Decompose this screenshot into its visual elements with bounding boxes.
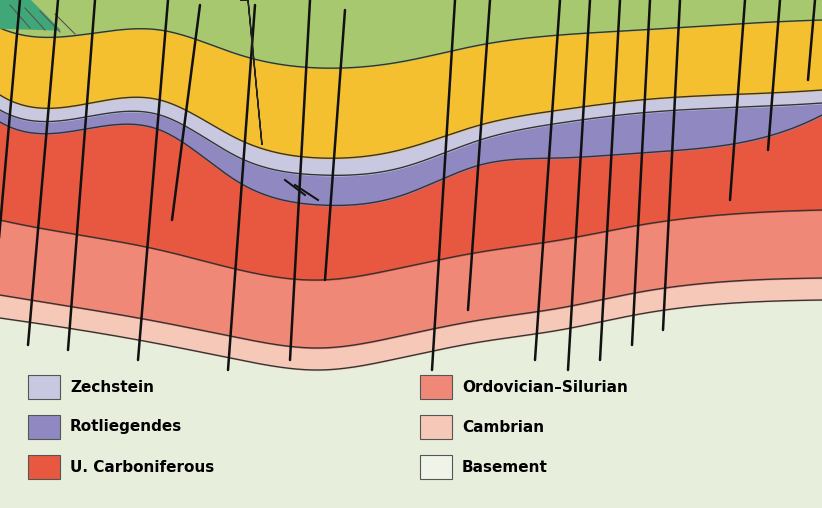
- Text: Basement: Basement: [462, 460, 548, 474]
- Text: Cambrian: Cambrian: [462, 420, 544, 434]
- FancyBboxPatch shape: [420, 455, 452, 479]
- Text: Ordovician–Silurian: Ordovician–Silurian: [462, 379, 628, 395]
- FancyBboxPatch shape: [420, 415, 452, 439]
- Text: Rotliegendes: Rotliegendes: [70, 420, 182, 434]
- FancyBboxPatch shape: [28, 415, 60, 439]
- FancyBboxPatch shape: [28, 375, 60, 399]
- Polygon shape: [0, 0, 60, 30]
- FancyBboxPatch shape: [420, 375, 452, 399]
- Polygon shape: [240, 0, 262, 145]
- FancyBboxPatch shape: [28, 455, 60, 479]
- Text: Zechstein: Zechstein: [70, 379, 154, 395]
- Text: U. Carboniferous: U. Carboniferous: [70, 460, 215, 474]
